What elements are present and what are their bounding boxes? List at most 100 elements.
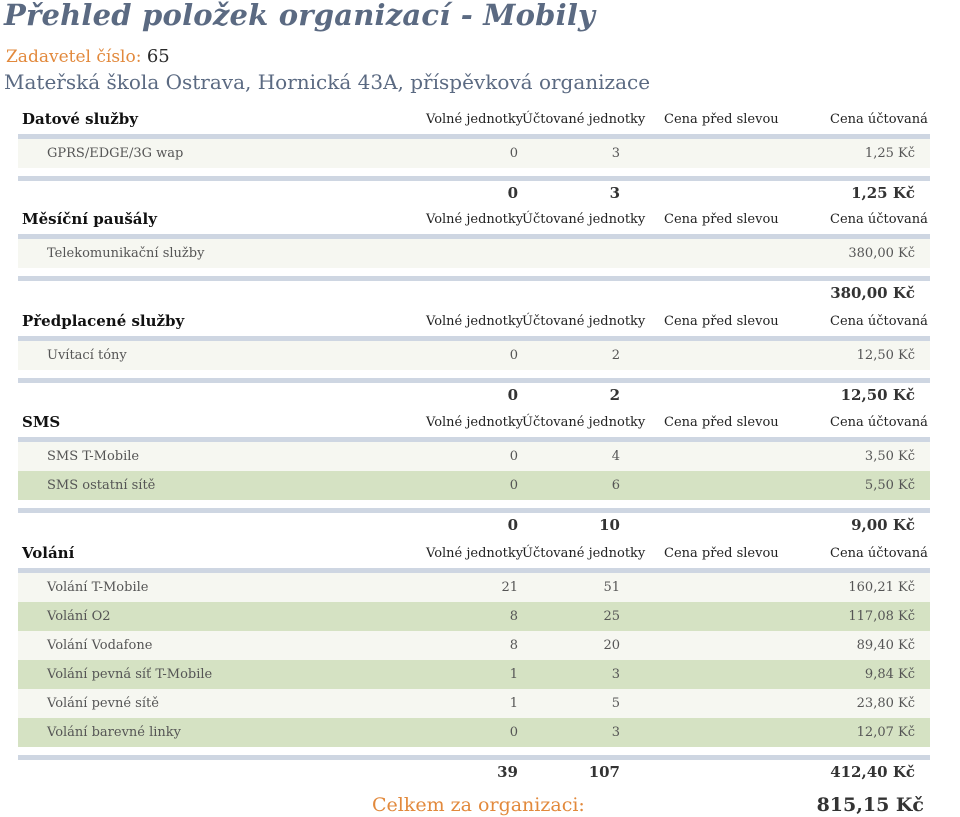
section-total-billed-price: 1,25 Kč — [851, 184, 915, 202]
col-head-free-units: Volné jednotky — [426, 112, 524, 127]
section-divider — [18, 755, 930, 760]
col-head-price-before-discount: Cena před slevou — [664, 546, 779, 561]
row-name: SMS T-Mobile — [47, 449, 140, 464]
section-divider — [18, 336, 930, 341]
row-billed-units: 5 — [611, 696, 620, 711]
col-head-billed-units: Účtované jednotky — [522, 415, 646, 430]
row-billed-units: 20 — [603, 638, 620, 653]
row-name: Volání pevné sítě — [47, 696, 159, 711]
table-row — [18, 689, 930, 718]
section-total-billed-units: 2 — [609, 386, 620, 404]
table-row — [18, 631, 930, 660]
row-name: Telekomunikační služby — [47, 246, 205, 261]
section-total-billed-price: 380,00 Kč — [830, 284, 915, 302]
col-head-billed-price: Cena účtovaná — [830, 415, 928, 430]
section-divider — [18, 508, 930, 513]
client-label: Zadavetel číslo: — [6, 47, 142, 67]
table-row — [18, 139, 930, 168]
col-head-billed-units: Účtované jednotky — [522, 546, 646, 561]
row-name: Volání O2 — [47, 609, 111, 624]
table-row — [18, 341, 930, 370]
row-free-units: 1 — [509, 667, 518, 682]
row-billed-units: 2 — [611, 348, 620, 363]
table-row — [18, 239, 930, 268]
section-title: Datové služby — [22, 110, 138, 128]
grand-total-label: Celkem za organizaci: — [372, 794, 585, 816]
row-billed-units: 6 — [611, 478, 620, 493]
section-total-billed-price: 12,50 Kč — [840, 386, 915, 404]
row-free-units: 8 — [509, 609, 518, 624]
section-divider — [18, 568, 930, 573]
table-row — [18, 471, 930, 500]
section-divider — [18, 234, 930, 239]
table-row — [18, 660, 930, 689]
col-head-billed-price: Cena účtovaná — [830, 546, 928, 561]
row-billed-units: 3 — [611, 725, 620, 740]
section-total-billed-price: 412,40 Kč — [830, 763, 915, 781]
row-billed-price: 3,50 Kč — [864, 449, 915, 464]
row-free-units: 8 — [509, 638, 518, 653]
row-billed-price: 12,07 Kč — [856, 725, 915, 740]
col-head-free-units: Volné jednotky — [426, 415, 524, 430]
section-total-billed-units: 10 — [599, 516, 620, 534]
client-number: 65 — [146, 46, 170, 67]
col-head-billed-units: Účtované jednotky — [522, 314, 646, 329]
row-name: Volání barevné linky — [47, 725, 182, 740]
col-head-free-units: Volné jednotky — [426, 314, 524, 329]
section-total-free-units: 0 — [507, 516, 518, 534]
table-row — [18, 573, 930, 602]
row-billed-price: 9,84 Kč — [864, 667, 915, 682]
col-head-billed-price: Cena účtovaná — [830, 112, 928, 127]
row-billed-units: 25 — [603, 609, 620, 624]
section-title: Volání — [22, 544, 75, 562]
col-head-price-before-discount: Cena před slevou — [664, 212, 779, 227]
row-free-units: 0 — [509, 478, 518, 493]
organization-name: Mateřská škola Ostrava, Hornická 43A, př… — [4, 70, 651, 94]
row-billed-price: 23,80 Kč — [856, 696, 915, 711]
row-billed-price: 5,50 Kč — [864, 478, 915, 493]
row-billed-units: 51 — [603, 580, 620, 595]
client-line: Zadavetel číslo: 65 — [6, 46, 170, 67]
table-row — [18, 718, 930, 747]
table-row — [18, 602, 930, 631]
col-head-free-units: Volné jednotky — [426, 546, 524, 561]
col-head-free-units: Volné jednotky — [426, 212, 524, 227]
col-head-billed-price: Cena účtovaná — [830, 314, 928, 329]
col-head-billed-units: Účtované jednotky — [522, 112, 646, 127]
col-head-price-before-discount: Cena před slevou — [664, 314, 779, 329]
row-free-units: 0 — [509, 725, 518, 740]
row-free-units: 0 — [509, 146, 518, 161]
row-billed-price: 117,08 Kč — [848, 609, 915, 624]
section-divider — [18, 437, 930, 442]
row-billed-price: 12,50 Kč — [856, 348, 915, 363]
row-name: Volání pevná síť T-Mobile — [47, 667, 213, 682]
row-name: SMS ostatní sítě — [47, 478, 156, 493]
section-total-billed-price: 9,00 Kč — [851, 516, 915, 534]
section-divider — [18, 134, 930, 139]
section-divider — [18, 176, 930, 181]
row-billed-price: 89,40 Kč — [856, 638, 915, 653]
section-title: Měsíční paušály — [22, 210, 157, 228]
col-head-billed-units: Účtované jednotky — [522, 212, 646, 227]
row-free-units: 1 — [509, 696, 518, 711]
col-head-billed-price: Cena účtovaná — [830, 212, 928, 227]
grand-total-value: 815,15 Kč — [816, 794, 924, 816]
section-divider — [18, 378, 930, 383]
row-name: Volání T-Mobile — [47, 580, 149, 595]
section-total-billed-units: 107 — [588, 763, 620, 781]
row-free-units: 0 — [509, 449, 518, 464]
col-head-price-before-discount: Cena před slevou — [664, 112, 779, 127]
row-name: Uvítací tóny — [47, 348, 127, 363]
row-billed-price: 160,21 Kč — [848, 580, 915, 595]
section-total-free-units: 0 — [507, 386, 518, 404]
row-free-units: 21 — [501, 580, 518, 595]
row-billed-units: 3 — [611, 146, 620, 161]
section-title: Předplacené služby — [22, 312, 185, 330]
row-billed-units: 3 — [611, 667, 620, 682]
row-name: Volání Vodafone — [47, 638, 153, 653]
section-divider — [18, 276, 930, 281]
section-total-free-units: 39 — [497, 763, 518, 781]
row-billed-price: 380,00 Kč — [848, 246, 915, 261]
section-total-billed-units: 3 — [609, 184, 620, 202]
page-title: Přehled položek organizací - Mobily — [4, 0, 596, 32]
